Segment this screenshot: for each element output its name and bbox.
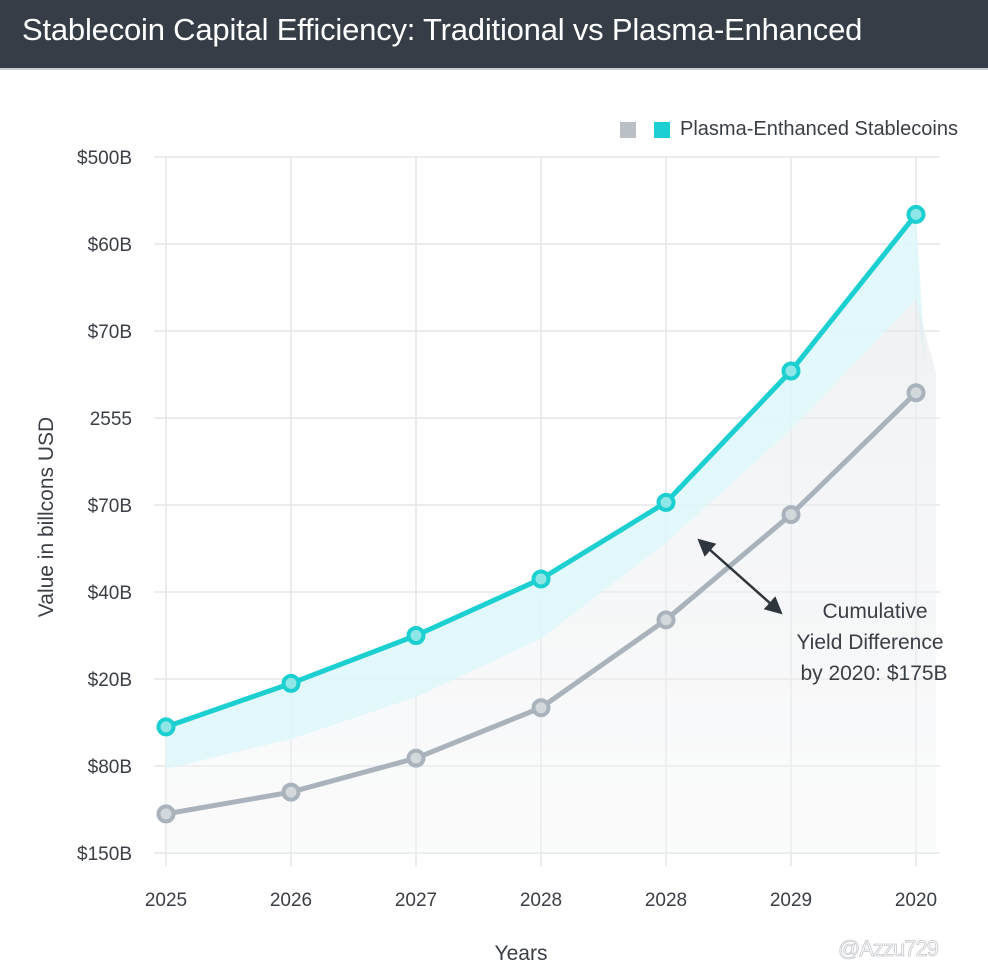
traditional-point — [906, 383, 926, 403]
legend-label-plasma: Plasma-Enthanced Stablecoins — [680, 118, 958, 140]
x-tick-label: 2029 — [770, 890, 812, 911]
legend: Plasma-Enthanced Stablecoins — [620, 118, 958, 141]
traditional-area — [166, 299, 936, 853]
traditional-point — [656, 610, 676, 630]
x-tick-label: 2028 — [520, 890, 562, 911]
y-tick-label: $40B — [88, 583, 132, 604]
y-tick-label: $20B — [88, 670, 132, 691]
y-tick-label: $150B — [77, 844, 132, 865]
title-bar: Stablecoin Capital Efficiency: Tradition… — [0, 0, 988, 70]
y-tick-labels: $150B $80B $20B $40B $70B 2555 $70B $60B $500B — [77, 148, 132, 865]
plasma-point — [656, 492, 676, 512]
x-tick-labels: 2025 2026 2027 2028 2028 2029 2020 — [145, 890, 937, 911]
y-tick-label: $60B — [88, 235, 132, 256]
plasma-point — [781, 361, 801, 381]
traditional-point — [281, 782, 301, 802]
y-tick-label: $500B — [77, 148, 132, 169]
plasma-point — [531, 569, 551, 589]
traditional-point — [781, 505, 801, 525]
series-points — [156, 204, 926, 824]
x-tick-label: 2026 — [270, 890, 312, 911]
y-tick-label: $70B — [88, 322, 132, 343]
traditional-point — [156, 804, 176, 824]
chart-title: Stablecoin Capital Efficiency: Tradition… — [22, 12, 863, 47]
x-axis-title: Years — [495, 942, 548, 965]
series-areas — [166, 214, 936, 853]
y-tick-label: 2555 — [90, 409, 132, 430]
annotation-line-3: by 2020: $175B — [800, 662, 947, 685]
x-tick-label: 2020 — [895, 890, 937, 911]
y-tick-label: $70B — [88, 496, 132, 517]
y-tick-label: $80B — [88, 757, 132, 778]
x-tick-label: 2025 — [145, 890, 187, 911]
plasma-area — [166, 214, 926, 769]
legend-swatch-traditional — [620, 121, 636, 138]
legend-swatch-plasma — [654, 121, 670, 138]
x-tick-label: 2027 — [395, 890, 437, 911]
y-axis-title: Value in billcons USD — [35, 417, 58, 617]
annotation-line-1: Cumulative — [822, 600, 927, 623]
plasma-point — [406, 626, 426, 645]
annotation-line-2: Yield Difference — [796, 631, 943, 654]
traditional-point — [531, 698, 551, 718]
traditional-point — [406, 748, 426, 768]
plasma-point — [906, 204, 926, 224]
plasma-point — [281, 673, 301, 693]
x-tick-label: 2028 — [645, 890, 687, 911]
plasma-point — [156, 717, 176, 737]
annotation-arrow — [697, 538, 783, 615]
watermark: @Azzu729 — [838, 936, 940, 962]
